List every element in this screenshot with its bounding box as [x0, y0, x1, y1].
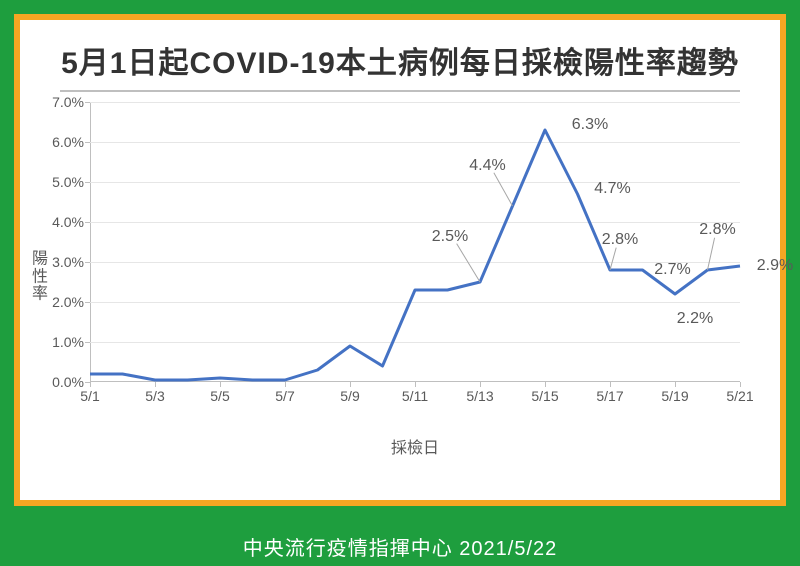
data-label: 2.5%	[432, 228, 468, 246]
x-tick-label: 5/13	[466, 388, 493, 404]
leader-line	[457, 244, 480, 282]
x-tick-label: 5/7	[275, 388, 294, 404]
y-axis-label: 陽性率	[32, 251, 48, 304]
line-svg	[90, 102, 740, 382]
x-tick-mark	[415, 382, 416, 387]
x-tick-mark	[545, 382, 546, 387]
data-label: 6.3%	[572, 116, 608, 134]
footer-text: 中央流行疫情指揮中心 2021/5/22	[0, 526, 800, 566]
data-label: 2.9%	[757, 257, 793, 275]
data-label: 4.7%	[594, 180, 630, 198]
plot-area: 0.0%1.0%2.0%3.0%4.0%5.0%6.0%7.0%5/15/35/…	[90, 102, 740, 382]
x-tick-label: 5/21	[726, 388, 753, 404]
data-label: 2.2%	[677, 310, 713, 328]
x-axis-label: 採檢日	[391, 434, 439, 458]
data-label: 2.8%	[602, 231, 638, 249]
x-tick-label: 5/19	[661, 388, 688, 404]
x-tick-label: 5/9	[340, 388, 359, 404]
x-tick-label: 5/1	[80, 388, 99, 404]
title-divider	[60, 90, 740, 92]
x-tick-mark	[675, 382, 676, 387]
chart-title: 5月1日起COVID-19本土病例每日採檢陽性率趨勢	[20, 20, 780, 90]
x-tick-mark	[90, 382, 91, 387]
x-tick-mark	[155, 382, 156, 387]
chart-area: 陽性率 0.0%1.0%2.0%3.0%4.0%5.0%6.0%7.0%5/15…	[90, 102, 740, 452]
leader-line	[494, 173, 513, 206]
x-tick-label: 5/15	[531, 388, 558, 404]
x-tick-mark	[220, 382, 221, 387]
x-tick-mark	[350, 382, 351, 387]
y-tick-label: 0.0%	[52, 374, 84, 390]
x-tick-label: 5/5	[210, 388, 229, 404]
y-tick-label: 4.0%	[52, 214, 84, 230]
y-tick-label: 1.0%	[52, 334, 84, 350]
y-tick-label: 5.0%	[52, 174, 84, 190]
data-line	[90, 130, 740, 380]
outer-frame: 5月1日起COVID-19本土病例每日採檢陽性率趨勢 陽性率 0.0%1.0%2…	[0, 0, 800, 566]
x-tick-mark	[610, 382, 611, 387]
x-tick-mark	[740, 382, 741, 387]
x-tick-mark	[285, 382, 286, 387]
x-tick-label: 5/3	[145, 388, 164, 404]
data-label: 2.8%	[699, 221, 735, 239]
leader-line	[610, 248, 616, 270]
y-tick-label: 7.0%	[52, 94, 84, 110]
data-label: 2.7%	[654, 261, 690, 279]
chart-card: 5月1日起COVID-19本土病例每日採檢陽性率趨勢 陽性率 0.0%1.0%2…	[14, 14, 786, 506]
x-tick-label: 5/17	[596, 388, 623, 404]
y-tick-label: 6.0%	[52, 134, 84, 150]
x-tick-label: 5/11	[402, 388, 428, 404]
y-tick-label: 3.0%	[52, 254, 84, 270]
y-tick-label: 2.0%	[52, 294, 84, 310]
leader-line	[708, 238, 715, 270]
x-tick-mark	[480, 382, 481, 387]
data-label: 4.4%	[469, 157, 505, 175]
